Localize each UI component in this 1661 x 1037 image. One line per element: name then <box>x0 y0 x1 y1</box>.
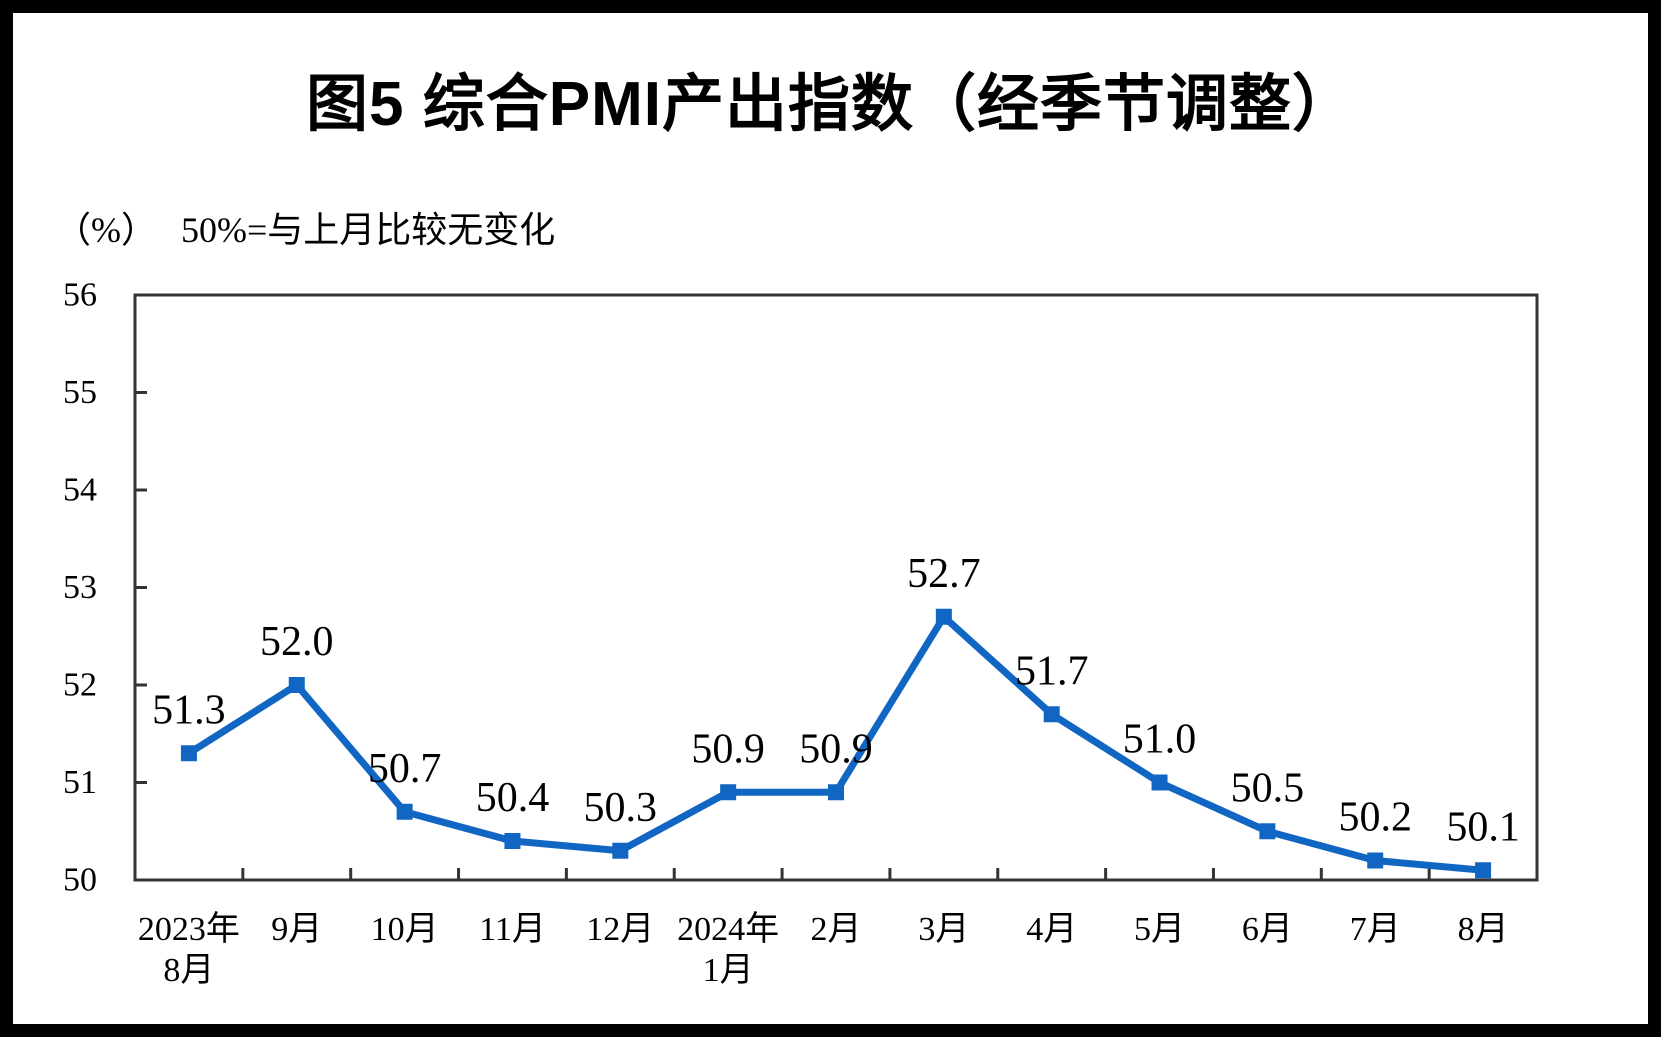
data-point-label: 50.1 <box>1446 804 1520 850</box>
x-axis-label: 1月 <box>703 952 754 989</box>
data-point-marker <box>720 784 737 801</box>
data-point-label: 50.2 <box>1338 795 1412 841</box>
y-axis-label: 56 <box>63 277 97 314</box>
data-point-marker <box>504 833 521 849</box>
axis-unit-label: （%） <box>55 210 157 250</box>
data-point-label: 50.9 <box>691 726 765 772</box>
data-point-marker <box>396 803 413 820</box>
data-point-label: 51.3 <box>152 687 226 733</box>
data-point-label: 52.0 <box>260 619 334 665</box>
data-point-marker <box>1259 823 1276 840</box>
data-point-marker <box>935 608 952 625</box>
data-point-label: 50.5 <box>1231 765 1305 811</box>
x-axis-label: 4月 <box>1026 911 1077 948</box>
x-axis-label: 8月 <box>163 952 214 989</box>
x-axis-label: 10月 <box>371 911 439 948</box>
y-axis-label: 51 <box>63 764 97 801</box>
data-point-marker <box>288 677 305 693</box>
y-axis-label: 55 <box>63 374 97 411</box>
data-point-marker <box>1475 862 1492 879</box>
y-axis-label: 52 <box>63 667 97 704</box>
data-point-marker <box>828 784 844 801</box>
x-axis-label: 2023年 <box>138 910 240 948</box>
data-point-marker <box>1043 706 1060 723</box>
y-axis-label: 53 <box>63 569 97 606</box>
x-axis-label: 5月 <box>1134 911 1185 948</box>
x-axis-label: 2月 <box>811 911 862 948</box>
data-point-label: 51.7 <box>1015 648 1089 694</box>
chart-title: 图5 综合PMI产出指数（经季节调整） <box>306 70 1355 139</box>
data-point-label: 50.9 <box>799 726 873 772</box>
x-axis-label: 6月 <box>1242 911 1293 948</box>
y-axis-label: 54 <box>63 472 97 509</box>
chart-subtitle: （%） 50%=与上月比较无变化 <box>55 201 555 253</box>
data-point-marker <box>612 842 629 859</box>
y-axis-label: 50 <box>63 862 97 899</box>
x-axis-label: 11月 <box>479 911 546 948</box>
data-point-marker <box>1367 852 1384 869</box>
x-axis-label: 2024年 <box>677 910 779 948</box>
x-axis-label: 8月 <box>1458 911 1509 948</box>
data-point-marker <box>1151 774 1168 791</box>
reference-note: 50%=与上月比较无变化 <box>181 210 556 250</box>
data-point-label: 50.3 <box>584 785 658 831</box>
pmi-line-chart: 50 51 52 53 54 55 56 2023年 8月 9月 10月 11月 12月 2024年 1月 2… <box>63 277 1539 989</box>
data-point-label: 52.7 <box>907 551 981 597</box>
data-point-label: 50.7 <box>368 746 442 792</box>
x-axis-label: 7月 <box>1350 911 1401 948</box>
data-point-label: 51.0 <box>1123 717 1197 763</box>
x-axis-label: 3月 <box>918 911 969 948</box>
chart-page: 图5 综合PMI产出指数（经季节调整） （%） 50%=与上月比较无变化 50 51… <box>13 13 1648 1024</box>
data-point-label: 50.4 <box>476 775 550 821</box>
x-axis-label: 9月 <box>271 911 322 948</box>
data-point-marker <box>180 745 197 762</box>
x-axis-label: 12月 <box>586 911 654 948</box>
